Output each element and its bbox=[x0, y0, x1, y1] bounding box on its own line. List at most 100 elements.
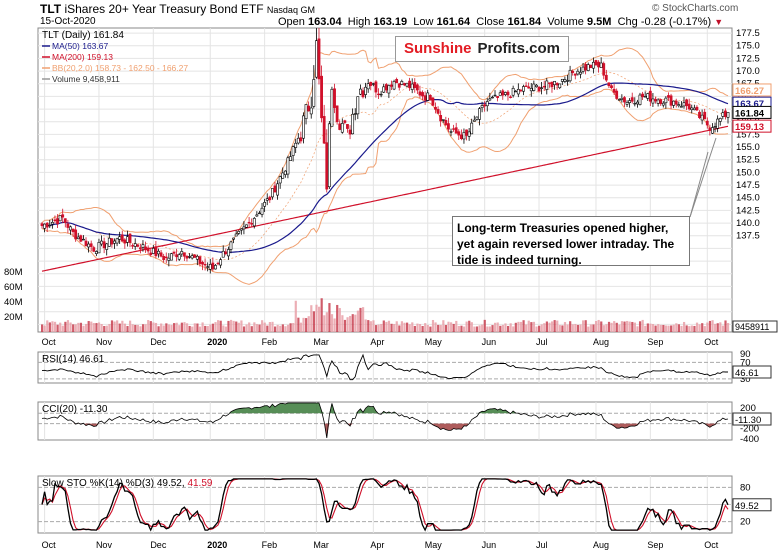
annotation-box: Long-term Treasuries opened higher, yet … bbox=[452, 216, 690, 267]
candle-body bbox=[304, 104, 308, 120]
x-tick-label-top: Nov bbox=[96, 337, 113, 347]
x-tick-label-bottom: Jun bbox=[482, 540, 497, 550]
candle-body bbox=[514, 90, 518, 93]
candle-body bbox=[545, 80, 549, 90]
symbol: TLT bbox=[40, 2, 62, 16]
candle-body bbox=[56, 218, 59, 225]
volume-bar bbox=[592, 324, 595, 332]
candle-body bbox=[151, 248, 155, 254]
annotation-pointer-line bbox=[689, 137, 717, 218]
volume-bar bbox=[708, 320, 712, 332]
price-tag-box bbox=[732, 83, 772, 97]
volume-bar bbox=[113, 321, 116, 332]
candle-body bbox=[94, 251, 98, 254]
volume-bar bbox=[121, 320, 124, 332]
volume-bar bbox=[486, 326, 489, 332]
volume-bar bbox=[66, 320, 70, 332]
volume-bar bbox=[354, 314, 357, 332]
candle-body bbox=[206, 266, 210, 268]
volume-bar bbox=[250, 326, 253, 332]
volume-bar bbox=[426, 324, 429, 332]
volume-bar bbox=[522, 320, 525, 332]
candle-body bbox=[175, 254, 179, 258]
candle-body bbox=[711, 127, 714, 134]
volume-bar bbox=[134, 324, 137, 332]
candle-body bbox=[66, 223, 70, 228]
candle-body bbox=[131, 245, 135, 247]
sto-tag-label: 49.52 bbox=[735, 501, 759, 512]
volume-bar bbox=[85, 323, 88, 332]
volume-bar bbox=[607, 321, 611, 332]
volume-bar bbox=[222, 325, 225, 332]
volume-bar bbox=[196, 323, 199, 332]
volume-bar bbox=[670, 325, 673, 332]
candle-body bbox=[377, 93, 380, 96]
candle-body bbox=[348, 129, 352, 135]
volume-bar bbox=[380, 323, 383, 332]
candle-body bbox=[351, 113, 355, 135]
candle-body bbox=[333, 88, 336, 108]
low-value: 161.64 bbox=[436, 16, 471, 28]
candle-body bbox=[441, 119, 445, 121]
volume-bar bbox=[701, 323, 704, 332]
candle-body bbox=[302, 115, 305, 139]
candle-body bbox=[423, 95, 427, 101]
candle-body bbox=[387, 85, 391, 94]
candle-body bbox=[488, 98, 492, 101]
volume-bar bbox=[579, 324, 582, 332]
sto-d-value: 41.59 bbox=[187, 478, 212, 489]
y-tick-label: 175.0 bbox=[736, 41, 760, 52]
x-tick-label-bottom: Apr bbox=[370, 540, 384, 550]
candle-body bbox=[53, 219, 57, 222]
volume-bar bbox=[382, 320, 385, 332]
volume-bar bbox=[600, 321, 603, 332]
candle-body bbox=[203, 263, 207, 266]
candle-body bbox=[682, 102, 686, 107]
candle-body bbox=[643, 96, 647, 98]
cci-line bbox=[41, 402, 729, 438]
candle-body bbox=[408, 80, 411, 89]
candle-body bbox=[646, 93, 650, 99]
volume-bar bbox=[631, 321, 634, 332]
candle-body bbox=[397, 83, 401, 88]
volume-bar bbox=[535, 326, 538, 332]
volume-bar bbox=[457, 325, 460, 332]
candle-body bbox=[198, 256, 202, 264]
volume-bar bbox=[268, 321, 271, 332]
volume-bar bbox=[338, 308, 341, 332]
candle-body bbox=[141, 244, 145, 248]
candle-body bbox=[516, 89, 520, 95]
candle-body bbox=[576, 70, 580, 75]
volume-bar bbox=[273, 326, 277, 332]
volume-bar bbox=[178, 325, 181, 332]
candle-body bbox=[586, 64, 590, 71]
legend-entry: Volume 9,458,911 bbox=[52, 74, 120, 84]
volume-bar bbox=[180, 322, 183, 332]
volume-bar bbox=[721, 325, 725, 332]
candle-body bbox=[700, 114, 704, 121]
volume-bar bbox=[149, 321, 152, 332]
y-tick-label: 152.5 bbox=[736, 155, 760, 166]
volume-bar bbox=[336, 304, 339, 332]
candle-body bbox=[157, 250, 160, 255]
volume-bar bbox=[491, 325, 494, 332]
volume-bar bbox=[77, 322, 80, 332]
rsi-tick-label: 30 bbox=[740, 374, 751, 385]
candle-body bbox=[221, 250, 225, 258]
volume-bar bbox=[185, 323, 189, 332]
candle-body bbox=[672, 100, 676, 106]
volume-bar bbox=[545, 321, 548, 332]
candle-body bbox=[61, 214, 65, 218]
candle-body bbox=[335, 105, 339, 123]
candle-body bbox=[245, 224, 248, 228]
candle-body bbox=[247, 221, 251, 224]
volume-bar bbox=[664, 325, 668, 332]
candle-body bbox=[721, 112, 725, 117]
volume-bar bbox=[682, 321, 686, 332]
volume-bar bbox=[310, 305, 313, 332]
volume-bar bbox=[633, 322, 636, 332]
volume-bar bbox=[281, 324, 284, 332]
volume-bar bbox=[703, 326, 706, 332]
candle-body bbox=[400, 81, 404, 85]
